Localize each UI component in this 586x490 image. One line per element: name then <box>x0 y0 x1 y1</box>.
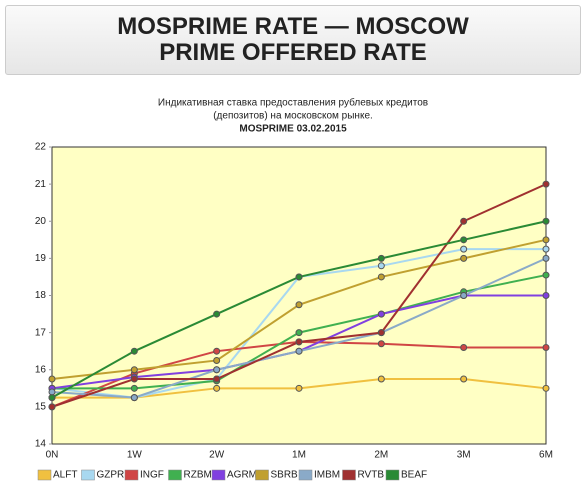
data-point <box>377 340 385 348</box>
data-point <box>295 329 303 337</box>
data-point <box>130 394 138 402</box>
data-point <box>213 375 221 383</box>
legend-label: BEAF <box>401 470 427 481</box>
data-point <box>48 375 56 383</box>
data-point <box>295 338 303 346</box>
legend-label: RZBM <box>184 470 212 481</box>
data-point <box>295 301 303 309</box>
legend-swatch <box>37 469 52 481</box>
header: MOSPRIME RATE — MOSCOW PRIME OFFERED RAT… <box>5 5 581 75</box>
legend-label: INGF <box>140 470 164 481</box>
legend-swatch <box>385 469 400 481</box>
data-point <box>130 384 138 392</box>
y-tick-label: 14 <box>35 439 47 450</box>
legend-swatch <box>298 469 313 481</box>
y-tick-label: 21 <box>35 179 47 190</box>
data-point <box>542 217 550 225</box>
chart-subtitle: (депозитов) на московском рынке. <box>213 111 373 122</box>
chart-subtitle: Индикативная ставка предоставления рубле… <box>158 97 428 109</box>
legend-label: ALFT <box>53 470 77 481</box>
data-point <box>213 356 221 364</box>
x-tick-label: 1M <box>292 450 306 461</box>
legend-swatch <box>255 469 269 481</box>
data-point <box>377 329 385 337</box>
x-tick-label: 3M <box>457 450 471 461</box>
x-tick-label: 0N <box>46 450 59 461</box>
data-point <box>130 375 138 383</box>
legend-swatch <box>211 469 226 481</box>
data-point <box>460 245 468 253</box>
data-point <box>542 236 550 244</box>
legend-label: AGRM <box>227 470 257 481</box>
data-point <box>377 262 385 270</box>
legend-label: RVTB <box>358 470 385 481</box>
data-point <box>377 375 385 383</box>
chart-title: MOSPRIME 03.02.2015 <box>239 124 347 135</box>
data-point <box>213 384 221 392</box>
data-point <box>460 375 468 383</box>
data-point <box>130 366 138 374</box>
data-point <box>377 273 385 281</box>
legend-swatch <box>81 469 95 481</box>
y-tick-label: 20 <box>35 216 47 227</box>
data-point <box>48 394 56 402</box>
data-point <box>377 254 385 262</box>
data-point <box>542 271 550 279</box>
legend-swatch <box>342 469 356 481</box>
y-tick-label: 22 <box>35 142 47 153</box>
legend-label: IMBM <box>314 470 340 481</box>
data-point <box>377 310 385 318</box>
y-tick-label: 15 <box>35 402 47 413</box>
data-point <box>295 273 303 281</box>
data-point <box>460 254 468 262</box>
data-point <box>542 343 550 351</box>
page-title: MOSPRIME RATE — MOSCOW PRIME OFFERED RAT… <box>117 13 469 66</box>
x-tick-label: 2W <box>209 450 225 461</box>
legend-swatch <box>168 469 182 481</box>
data-point <box>213 347 221 355</box>
data-point <box>542 180 550 188</box>
data-point <box>295 347 303 355</box>
data-point <box>295 384 303 392</box>
data-point <box>542 292 550 299</box>
data-point <box>460 236 468 244</box>
x-tick-label: 2M <box>374 450 388 461</box>
data-point <box>48 403 56 411</box>
data-point <box>213 310 221 318</box>
legend-label: GZPR <box>97 470 125 481</box>
data-point <box>460 217 468 225</box>
x-tick-label: 6M <box>539 450 553 461</box>
data-point <box>213 366 221 374</box>
data-point <box>542 384 550 392</box>
data-point <box>542 254 550 262</box>
y-tick-label: 18 <box>35 290 47 301</box>
y-tick-label: 17 <box>35 327 47 338</box>
legend-swatch <box>124 469 139 481</box>
data-point <box>460 343 468 351</box>
data-point <box>460 292 468 299</box>
data-point <box>130 347 138 355</box>
data-point <box>542 245 550 253</box>
y-tick-label: 19 <box>35 253 47 264</box>
legend-label: SBRB <box>271 470 299 481</box>
x-tick-label: 1W <box>127 450 143 461</box>
y-tick-label: 16 <box>35 364 47 375</box>
